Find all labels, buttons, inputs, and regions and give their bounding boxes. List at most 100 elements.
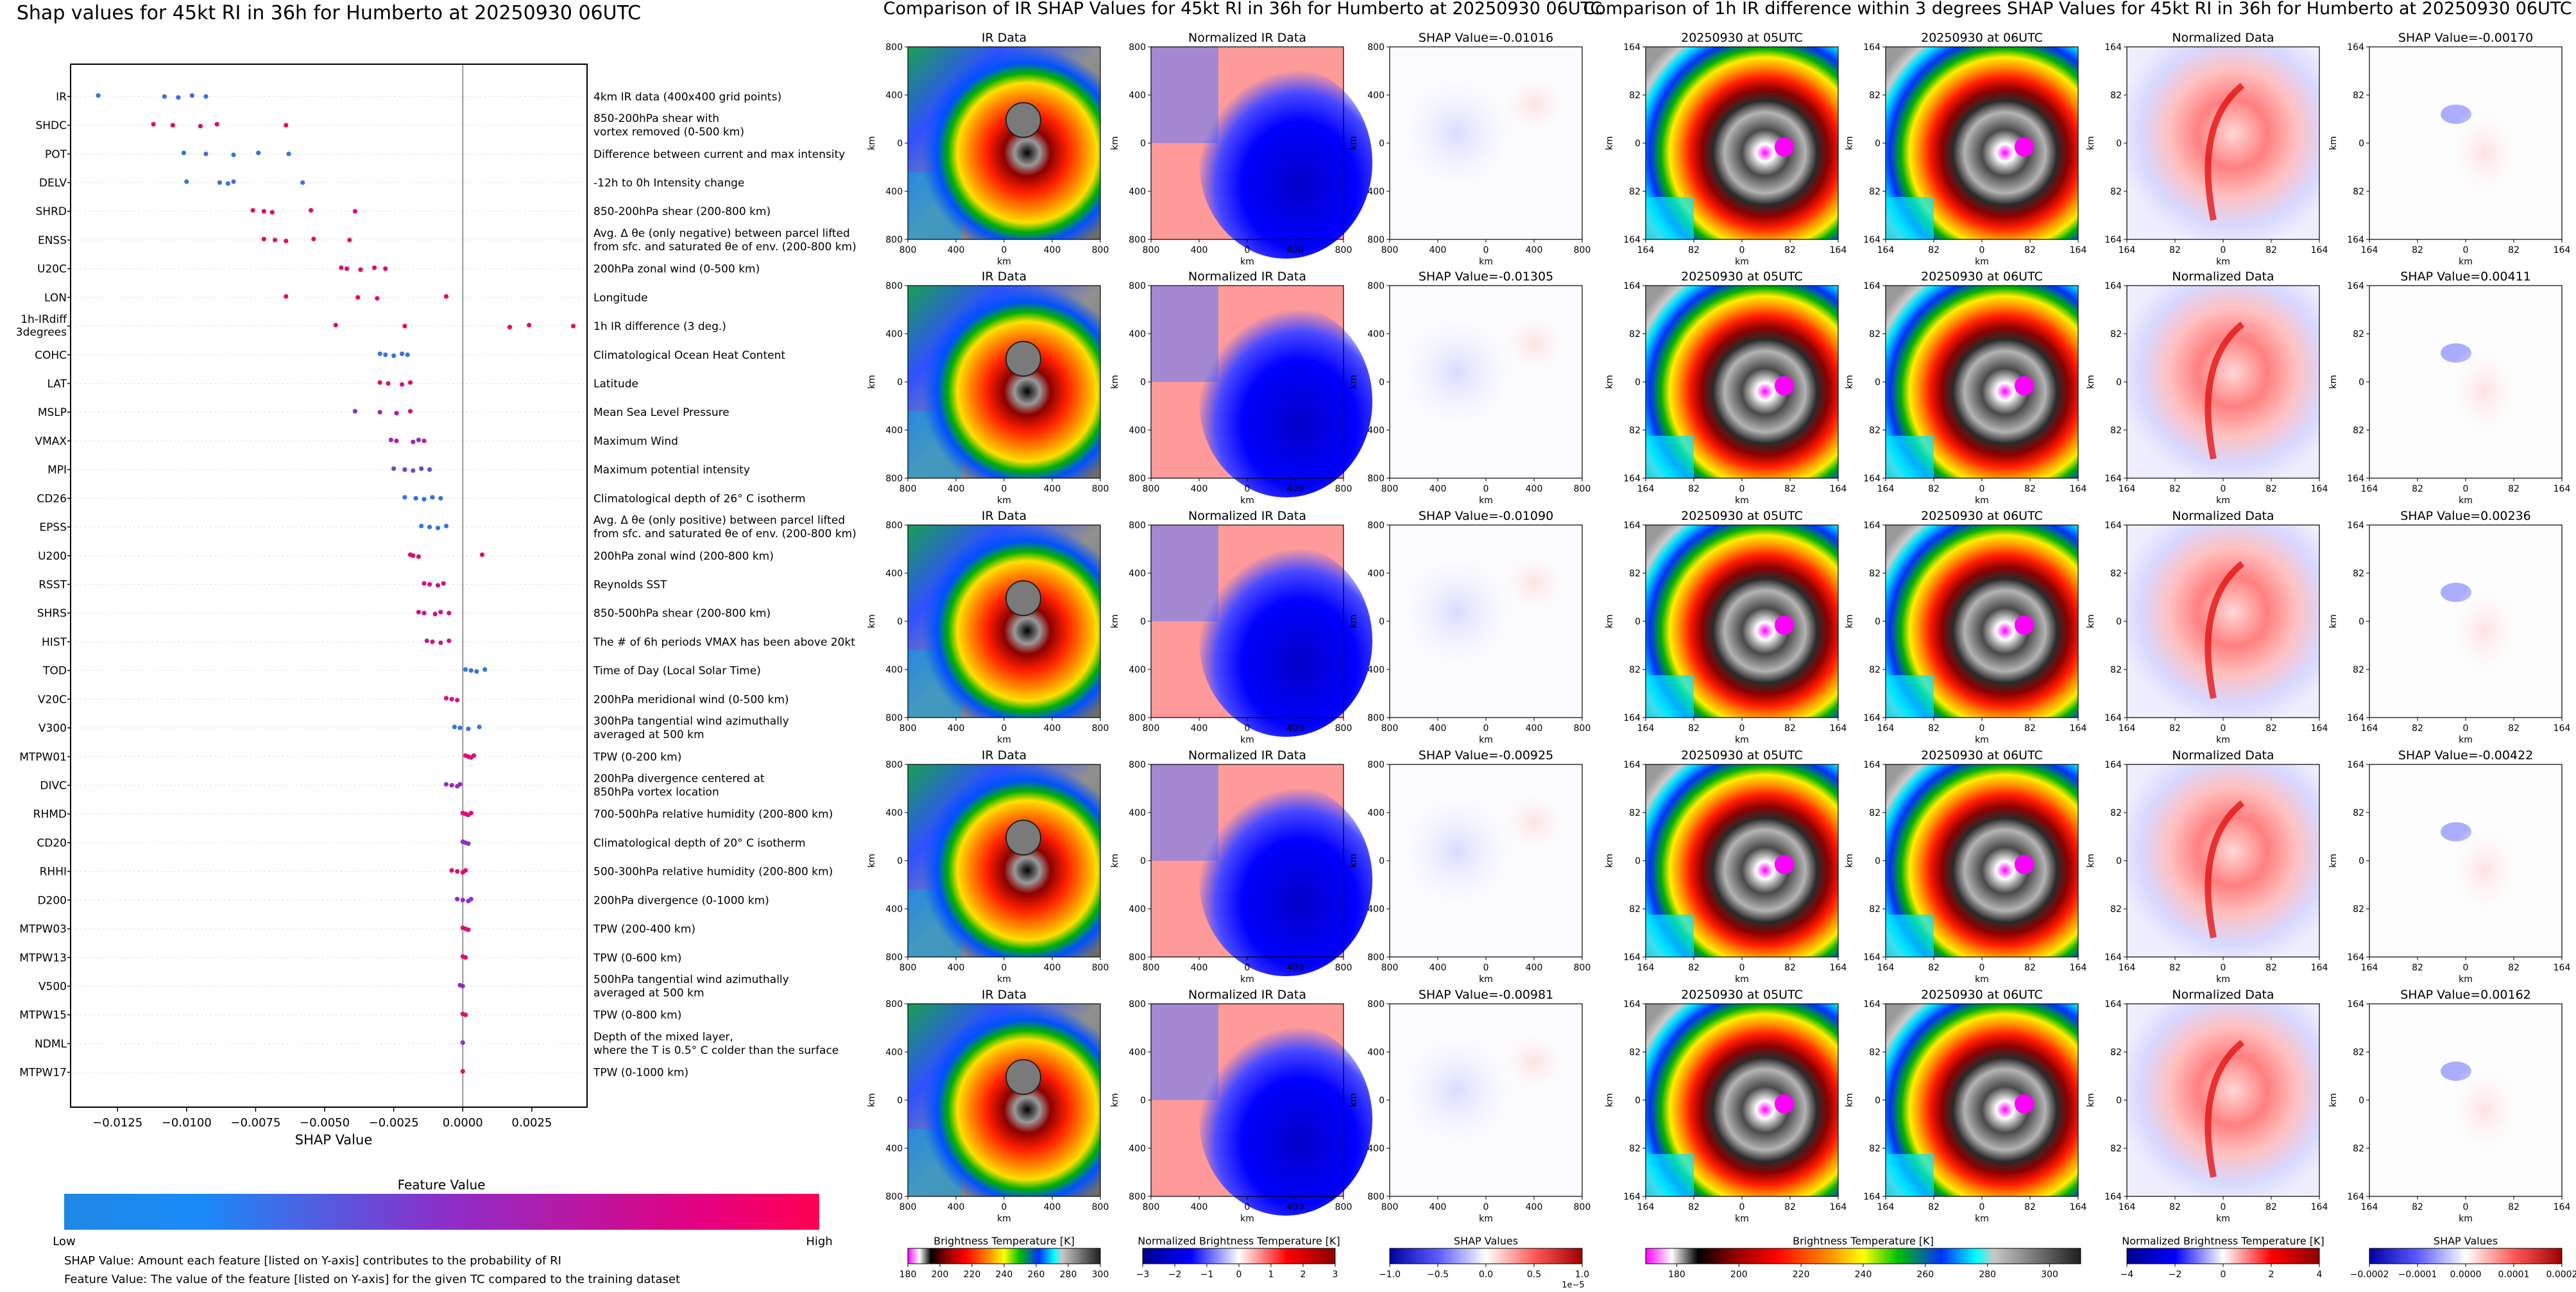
x-tick-label: 400 xyxy=(1044,963,1061,973)
x-tick-label: 400 xyxy=(1191,723,1208,734)
panel-title: Normalized Data xyxy=(2172,31,2274,45)
x-tick-label: 0 xyxy=(1483,1202,1489,1212)
shap-point xyxy=(309,208,313,212)
x-tick-label: 800 xyxy=(1092,245,1109,255)
ir-storm-eye xyxy=(1006,341,1041,376)
y-axis-label: km xyxy=(1845,1093,1855,1107)
diff-cyan-band xyxy=(1886,436,1934,478)
feature-value-colorbar xyxy=(64,1194,819,1230)
x-tick-label: 164 xyxy=(2119,484,2136,494)
x-tick-label: 82 xyxy=(2508,963,2520,973)
y-tick-label: 164 xyxy=(2347,1192,2364,1202)
y-tick-label: 0 xyxy=(2358,856,2364,866)
panel-title: 20250930 at 05UTC xyxy=(1681,988,1803,1002)
x-tick-label: 82 xyxy=(2024,1202,2036,1212)
colorbar-tick-label: 0.0001 xyxy=(2498,1270,2530,1280)
shap-point xyxy=(402,495,407,499)
shap-point xyxy=(457,725,462,730)
colorbar-tick-label: 0 xyxy=(1236,1270,1242,1280)
x-tick-label: 800 xyxy=(1381,963,1399,973)
shap-point xyxy=(190,93,194,98)
x-tick-label: 164 xyxy=(2311,963,2328,973)
y-tick-label: 800 xyxy=(1367,760,1385,770)
diff-cyan-band xyxy=(1886,915,1934,957)
y-axis-label: km xyxy=(1605,1093,1615,1107)
shap-point xyxy=(433,612,438,616)
diff-storm-center xyxy=(1775,855,1794,874)
panel-title: 20250930 at 06UTC xyxy=(1921,509,2043,523)
y-tick-label: 82 xyxy=(1869,426,1881,436)
y-tick-label: 82 xyxy=(1869,187,1881,197)
shap-point xyxy=(477,725,482,729)
colorbar-tick-label: 240 xyxy=(1855,1270,1872,1280)
y-tick-label: 0 xyxy=(897,377,903,388)
x-tick-label: 82 xyxy=(2265,963,2277,973)
shap-point xyxy=(461,898,465,902)
shap-point xyxy=(182,151,186,155)
y-tick-label: 164 xyxy=(2104,1192,2122,1202)
shap-point xyxy=(457,782,462,786)
colorbar-tick-label: 220 xyxy=(964,1270,981,1280)
y-tick-label: 0 xyxy=(2358,139,2364,149)
shap-point xyxy=(284,294,288,298)
y-tick-label: 0 xyxy=(2358,377,2364,388)
shap-point xyxy=(436,583,440,587)
y-tick-label: 400 xyxy=(1367,569,1385,579)
shap-point xyxy=(408,380,413,384)
x-axis-label: km xyxy=(1240,257,1254,267)
y-axis-label: km xyxy=(1110,854,1120,868)
y-tick-label: 164 xyxy=(2347,235,2364,245)
x-tick-label: 164 xyxy=(2554,963,2571,973)
shap-point xyxy=(452,725,457,729)
x-axis-label: km xyxy=(1975,974,1989,985)
shap-point xyxy=(422,611,426,616)
x-tick-label: 800 xyxy=(1143,484,1160,494)
ir-comparison-grid: Comparison of IR SHAP Values for 45kt RI… xyxy=(867,0,1602,1289)
x-tick-label: 800 xyxy=(900,963,917,973)
feature-label: MTPW13 xyxy=(19,952,67,965)
y-tick-label: 0 xyxy=(2358,1096,2364,1106)
y-tick-label: 0 xyxy=(897,856,903,866)
y-tick-label: 82 xyxy=(1869,904,1881,915)
y-tick-label: 164 xyxy=(2104,952,2122,963)
x-tick-label: 0 xyxy=(1002,245,1007,255)
x-tick-label: 800 xyxy=(1574,245,1591,255)
x-axis-label: km xyxy=(2459,257,2473,267)
feature-description: 850-200hPa shear (200-800 km) xyxy=(593,205,771,218)
feature-description: The # of 6h periods VMAX has been above … xyxy=(593,636,855,649)
x-tick-label: 0 xyxy=(2463,484,2469,494)
y-tick-label: 82 xyxy=(2353,665,2364,675)
shap-positive-area xyxy=(2446,1062,2523,1158)
y-tick-label: 164 xyxy=(1863,521,1881,531)
shap-positive-area xyxy=(2446,105,2523,201)
colorbar-tick-label: −3 xyxy=(1136,1270,1150,1280)
feature-label: U200 xyxy=(38,550,67,563)
y-tick-label: 800 xyxy=(885,235,903,245)
shap-point xyxy=(416,610,421,614)
x-tick-label: 0 xyxy=(1739,1202,1745,1212)
y-tick-label: 800 xyxy=(885,281,903,291)
shap-point xyxy=(425,639,429,643)
y-tick-label: 82 xyxy=(2110,808,2122,818)
y-tick-label: 0 xyxy=(1379,617,1385,627)
shap-point xyxy=(394,438,398,443)
x-tick-label: 400 xyxy=(1191,1202,1208,1212)
shap-point xyxy=(444,696,448,700)
shap-point xyxy=(358,268,363,272)
y-tick-label: 400 xyxy=(1129,1144,1146,1154)
y-tick-label: 400 xyxy=(1129,90,1146,101)
feature-description: 1h IR difference (3 deg.) xyxy=(593,320,726,333)
x-tick-label: 82 xyxy=(2508,245,2520,255)
x-tick-label: 82 xyxy=(1928,963,1940,973)
shap-point xyxy=(472,754,476,758)
x-tick-label: 164 xyxy=(2361,723,2378,734)
shap-point xyxy=(414,496,418,501)
diff-storm-center xyxy=(2015,855,2034,874)
y-tick-label: 0 xyxy=(1379,377,1385,388)
y-axis-label: km xyxy=(1349,136,1359,150)
y-axis-label: km xyxy=(2086,136,2096,150)
y-tick-label: 82 xyxy=(1869,1144,1881,1154)
x-tick-label: 0 xyxy=(1483,245,1489,255)
y-axis-label: km xyxy=(2328,854,2339,868)
